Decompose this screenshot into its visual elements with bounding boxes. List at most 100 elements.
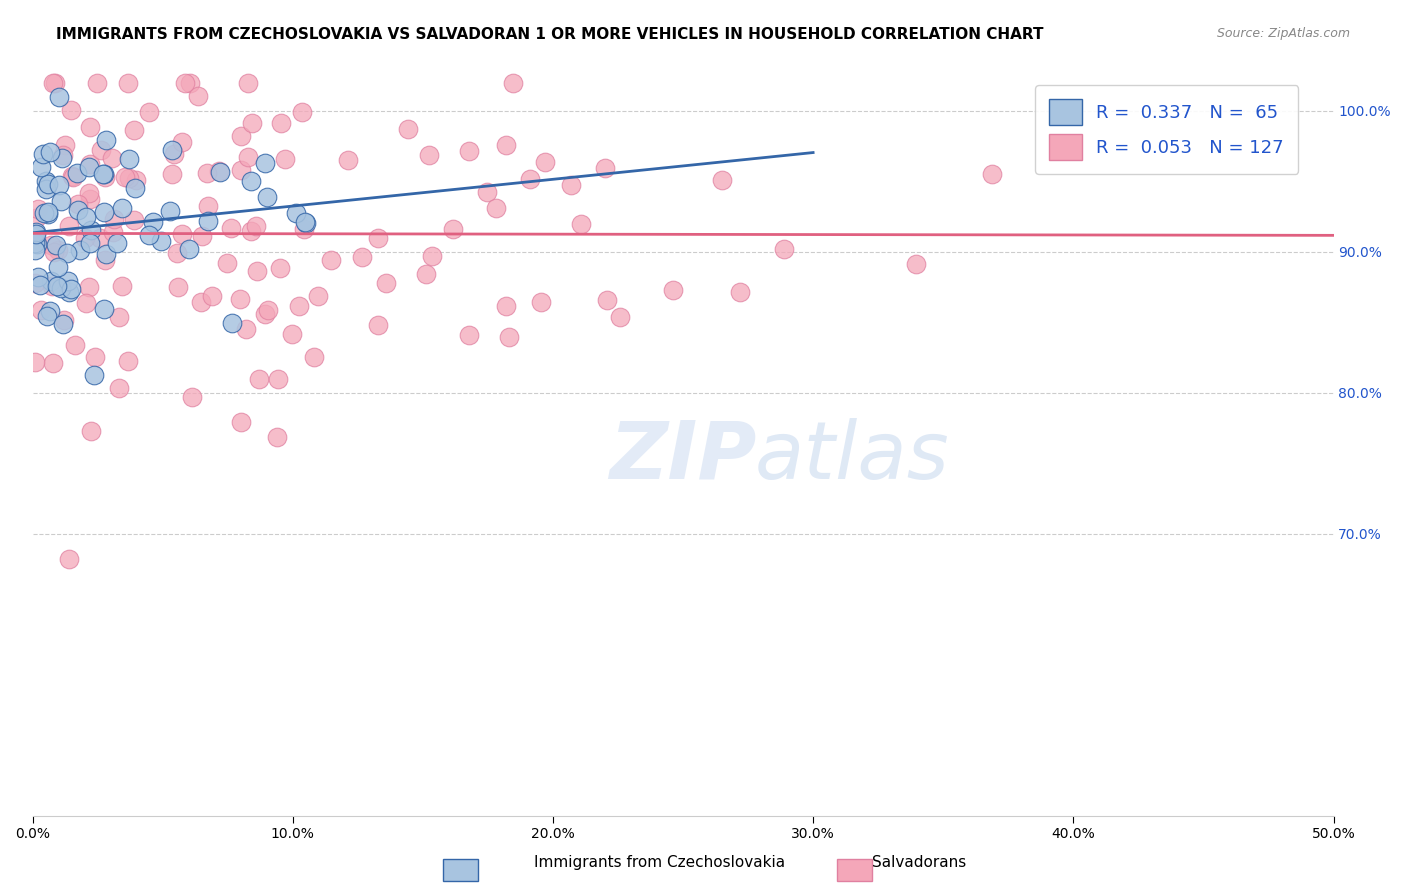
- Point: [284, 206, 307, 220]
- Point: [229, 292, 252, 306]
- Point: [77, 186, 100, 201]
- Point: [46, 244, 69, 258]
- Point: [418, 148, 440, 162]
- Point: [231, 128, 253, 143]
- Point: [257, 302, 280, 317]
- Point: [138, 228, 160, 243]
- Point: [65, 338, 87, 352]
- Point: [77, 161, 100, 175]
- Point: [37, 204, 59, 219]
- Point: [51, 151, 73, 165]
- Point: [150, 235, 173, 249]
- Point: [195, 165, 218, 179]
- Point: [96, 133, 118, 147]
- Point: [53, 137, 76, 152]
- Point: [187, 88, 209, 103]
- Point: [191, 228, 214, 243]
- Point: [41, 278, 63, 293]
- Point: [458, 144, 481, 158]
- Point: [25, 211, 48, 225]
- Point: [117, 153, 139, 167]
- Point: [294, 215, 316, 229]
- Point: [352, 250, 374, 264]
- Point: [108, 310, 131, 324]
- Point: [79, 192, 101, 206]
- Point: [125, 173, 148, 187]
- Point: [904, 257, 927, 271]
- Point: [221, 316, 243, 330]
- Point: [160, 143, 183, 157]
- Text: atlas: atlas: [755, 418, 949, 496]
- Point: [208, 165, 231, 179]
- Point: [596, 293, 619, 308]
- Point: [498, 330, 520, 344]
- Point: [94, 247, 117, 261]
- Point: [336, 153, 359, 168]
- Point: [375, 277, 398, 291]
- Point: [30, 302, 52, 317]
- Point: [93, 302, 115, 317]
- Point: [207, 163, 229, 178]
- Point: [58, 551, 80, 566]
- Point: [495, 299, 517, 313]
- Point: [270, 116, 292, 130]
- Point: [86, 76, 108, 90]
- Point: [240, 116, 263, 130]
- Text: IMMIGRANTS FROM CZECHOSLOVAKIA VS SALVADORAN 1 OR MORE VEHICLES IN HOUSEHOLD COR: IMMIGRANTS FROM CZECHOSLOVAKIA VS SALVAD…: [56, 27, 1043, 42]
- Point: [39, 238, 62, 252]
- Point: [247, 371, 270, 385]
- Point: [60, 103, 83, 117]
- Point: [179, 242, 201, 256]
- Point: [46, 260, 69, 274]
- Point: [24, 234, 46, 248]
- Point: [662, 283, 685, 297]
- Point: [166, 245, 188, 260]
- Point: [170, 227, 193, 241]
- Point: [35, 182, 58, 196]
- Point: [58, 219, 80, 233]
- Point: [711, 173, 734, 187]
- Point: [27, 202, 49, 216]
- Point: [77, 279, 100, 293]
- Point: [52, 148, 75, 162]
- Point: [75, 296, 97, 310]
- Point: [502, 76, 524, 90]
- Point: [52, 312, 75, 326]
- Point: [83, 368, 105, 383]
- Point: [93, 205, 115, 219]
- Point: [238, 76, 260, 90]
- Point: [42, 356, 65, 370]
- Point: [75, 231, 97, 245]
- Point: [58, 285, 80, 300]
- Point: [231, 163, 253, 178]
- Point: [107, 381, 129, 395]
- Point: [103, 211, 125, 226]
- Point: [35, 309, 58, 323]
- Point: [163, 147, 186, 161]
- Point: [560, 178, 582, 193]
- Point: [253, 307, 276, 321]
- Point: [30, 160, 52, 174]
- Text: Immigrants from Czechoslovakia: Immigrants from Czechoslovakia: [534, 855, 786, 870]
- Point: [37, 207, 59, 221]
- Point: [32, 205, 55, 219]
- Point: [239, 224, 262, 238]
- Point: [80, 425, 103, 439]
- Point: [773, 242, 796, 256]
- Point: [981, 167, 1004, 181]
- Point: [240, 174, 263, 188]
- Point: [197, 199, 219, 213]
- Point: [420, 249, 443, 263]
- Point: [295, 216, 318, 230]
- Point: [124, 213, 146, 227]
- Point: [215, 255, 238, 269]
- Point: [117, 76, 139, 90]
- Point: [28, 278, 51, 293]
- Point: [281, 327, 304, 342]
- Point: [75, 210, 97, 224]
- Point: [253, 156, 276, 170]
- Point: [534, 154, 557, 169]
- Point: [91, 167, 114, 181]
- Point: [83, 350, 105, 364]
- Point: [124, 180, 146, 194]
